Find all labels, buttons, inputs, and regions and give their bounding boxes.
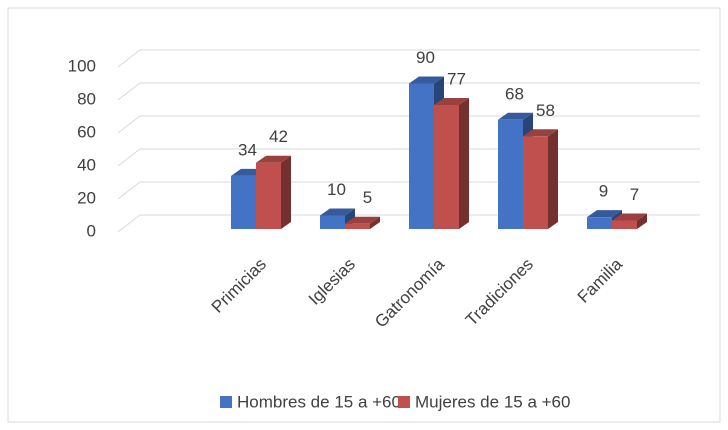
value-label: 34 (238, 140, 257, 159)
bar-top (256, 155, 291, 163)
bar-top (523, 129, 558, 137)
value-label: 77 (447, 69, 466, 88)
legend-swatch (220, 396, 232, 408)
y-tick-label: 60 (77, 122, 96, 141)
y-tick-label: 80 (77, 89, 96, 108)
y-tick-label: 20 (77, 188, 96, 207)
bar-side (370, 216, 380, 229)
value-label: 58 (536, 101, 555, 120)
bar-front (498, 119, 523, 229)
y-tick-label: 100 (68, 56, 96, 75)
value-label: 10 (327, 180, 346, 199)
legend-label: Hombres de 15 a +60 (237, 392, 401, 411)
bar-side (637, 213, 647, 229)
bar-top (498, 112, 533, 120)
bar-front (345, 223, 370, 229)
grid-line (117, 49, 700, 68)
bar-top (434, 97, 469, 105)
bar-side (548, 129, 558, 229)
bar-front (320, 215, 345, 229)
bar-top (587, 210, 622, 218)
bar (320, 208, 355, 229)
bar-front (612, 220, 637, 229)
bar-top (320, 208, 355, 216)
bar-front (256, 162, 281, 229)
grid-line (117, 82, 700, 101)
value-label: 7 (630, 185, 639, 204)
value-label: 68 (505, 84, 524, 103)
bar-front (231, 175, 256, 229)
bar-front (409, 83, 434, 229)
y-tick-label: 0 (87, 221, 96, 240)
value-label: 90 (416, 48, 435, 67)
bar (256, 155, 291, 229)
legend-label: Mujeres de 15 a +60 (415, 392, 570, 411)
bar-side (281, 155, 291, 229)
legend-swatch (398, 396, 410, 408)
value-label: 42 (269, 127, 288, 146)
bar-side (459, 97, 469, 229)
bar (612, 213, 647, 229)
bar (523, 129, 558, 229)
bar (434, 97, 469, 229)
bar-top (409, 76, 444, 84)
bar-front (523, 136, 548, 229)
value-label: 5 (363, 188, 372, 207)
value-label: 9 (599, 182, 608, 201)
bar-top (612, 213, 647, 221)
y-tick-label: 40 (77, 155, 96, 174)
bar-front (434, 104, 459, 229)
bar-front (587, 217, 612, 229)
bar (345, 216, 380, 229)
bar-top (345, 216, 380, 224)
